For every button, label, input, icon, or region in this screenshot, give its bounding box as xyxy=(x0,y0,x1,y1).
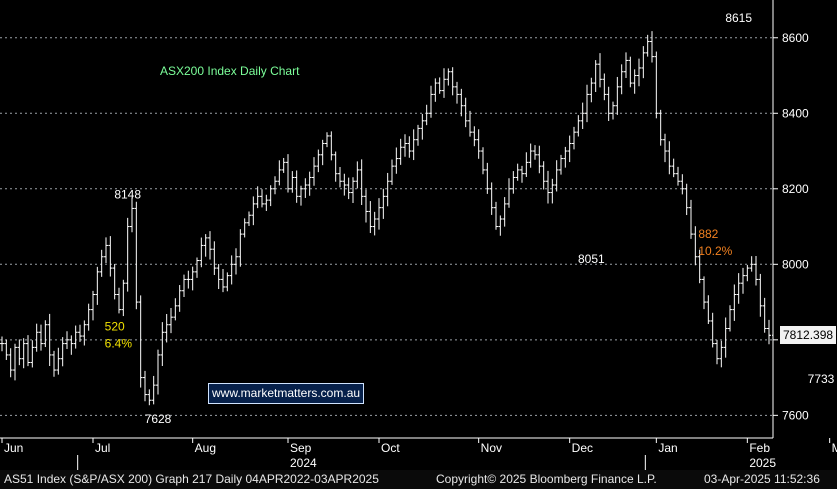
watermark-link[interactable]: www.marketmatters.com.au xyxy=(208,383,365,404)
x-tick-label: Dec xyxy=(572,441,593,455)
year-label: 2025 xyxy=(749,456,776,470)
x-tick-label: Mar xyxy=(832,441,837,455)
x-tick-label: Sep xyxy=(290,441,312,455)
key-point-label: 8148 xyxy=(114,187,141,201)
key-point-label: 7628 xyxy=(145,412,172,426)
last-price-label: 7812.398 xyxy=(780,326,837,344)
move-annotation: 882 xyxy=(698,227,718,241)
x-tick-label: Jul xyxy=(95,441,110,455)
x-tick-label: Aug xyxy=(195,441,216,455)
x-tick-label: Jan xyxy=(658,441,677,455)
move-annotation: 10.2% xyxy=(698,244,732,258)
move-annotation: 520 xyxy=(105,320,125,334)
y-tick-label: 7600 xyxy=(782,408,809,422)
footer-right: 03-Apr-2025 11:52:36 xyxy=(704,472,820,486)
x-tick-label: Oct xyxy=(381,441,400,455)
x-tick-label: Jun xyxy=(4,441,23,455)
key-point-label: 7733 xyxy=(808,372,835,386)
y-tick-label: 8400 xyxy=(782,106,809,120)
price-chart: 760078008000820084008600JunJulAugSepOctN… xyxy=(0,0,837,470)
y-tick-label: 8600 xyxy=(782,31,809,45)
key-point-label: 8615 xyxy=(725,11,752,25)
x-tick-label: Feb xyxy=(749,441,770,455)
footer-center: Copyright© 2025 Bloomberg Finance L.P. xyxy=(436,472,657,486)
footer-left: AS51 Index (S&P/ASX 200) Graph 217 Daily… xyxy=(4,472,379,486)
y-tick-label: 8000 xyxy=(782,257,809,271)
plot-area xyxy=(0,0,773,438)
chart-title: ASX200 Index Daily Chart xyxy=(160,64,300,78)
year-label: 2024 xyxy=(290,456,317,470)
x-tick-label: Nov xyxy=(481,441,502,455)
y-tick-label: 8200 xyxy=(782,182,809,196)
key-point-label: 8051 xyxy=(578,252,605,266)
move-annotation: 6.4% xyxy=(105,337,133,351)
footer-bar: AS51 Index (S&P/ASX 200) Graph 217 Daily… xyxy=(0,470,837,489)
